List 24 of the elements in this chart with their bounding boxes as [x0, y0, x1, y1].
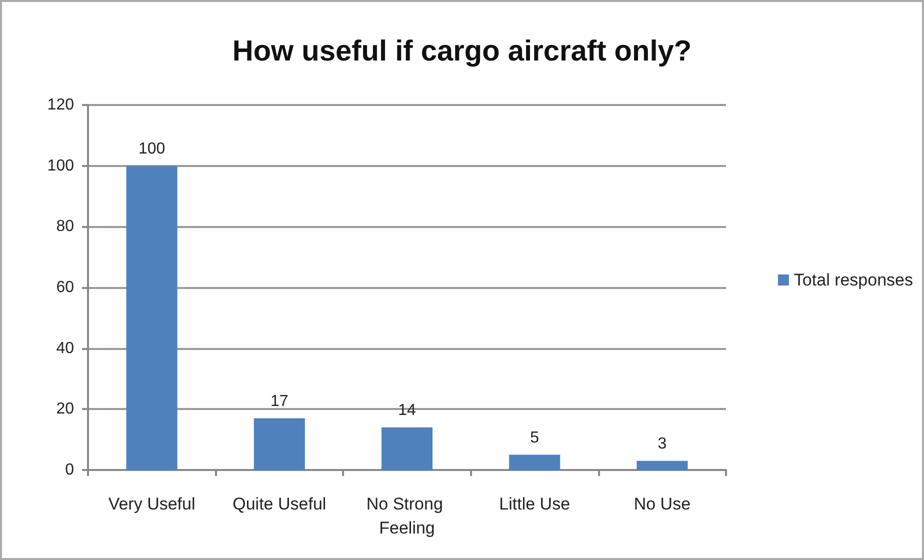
data-label: 17	[270, 392, 288, 410]
x-tick-label: No Strong Feeling	[366, 494, 448, 538]
x-tick-label: Very Useful	[108, 494, 196, 514]
bar	[126, 166, 178, 470]
bar	[636, 460, 688, 470]
y-tick-label: 120	[47, 96, 74, 114]
x-tick-label: Little Use	[499, 494, 570, 514]
chart-title: How useful if cargo aircraft only?	[232, 36, 692, 68]
legend-label: Total responses	[794, 270, 914, 290]
y-tick-label: 40	[56, 340, 74, 357]
y-tick-label: 100	[47, 157, 74, 174]
data-label: 3	[658, 435, 667, 452]
x-tick-label: No Use	[634, 494, 691, 514]
data-label: 5	[530, 429, 540, 446]
data-label: 100	[138, 140, 166, 158]
y-tick-label: 80	[56, 218, 74, 236]
data-label: 14	[398, 402, 416, 419]
bar	[381, 427, 433, 470]
y-tick-label: 20	[56, 400, 74, 418]
y-tick-label: 60	[56, 279, 74, 296]
bar	[509, 454, 560, 470]
bar	[254, 418, 305, 470]
x-tick-label: Quite Useful	[232, 494, 326, 514]
y-tick-label: 0	[65, 462, 74, 478]
